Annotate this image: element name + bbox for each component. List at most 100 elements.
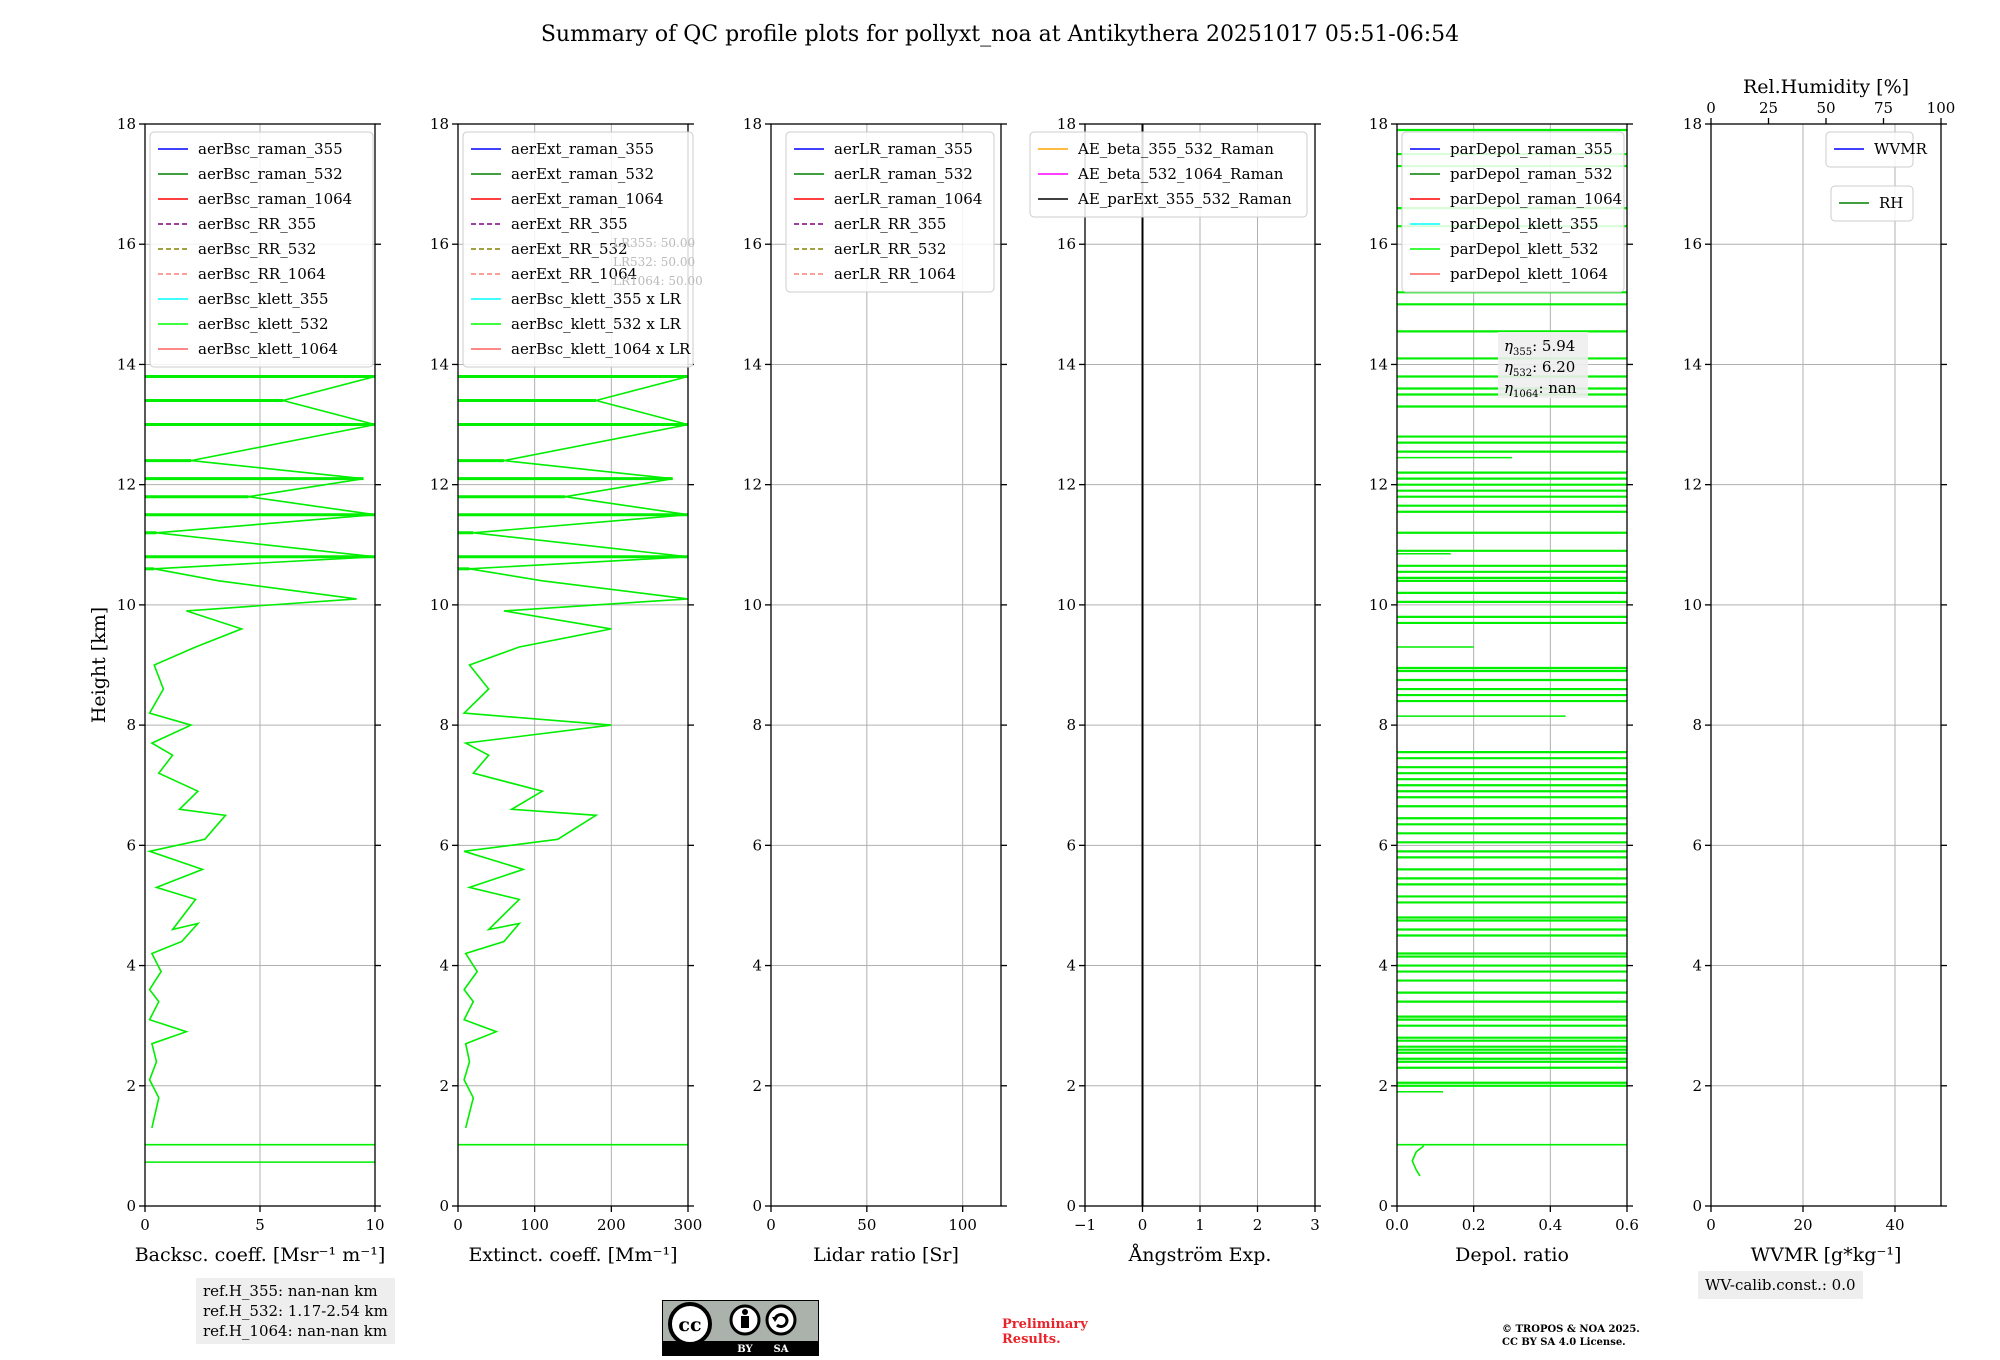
ref-height-355: ref.H_355: nan-nan km [203,1282,378,1300]
y-tick-label: 6 [1066,836,1076,854]
y-tick-label: 8 [1692,716,1702,734]
copyright-note: © TROPOS & NOA 2025. CC BY SA 4.0 Licens… [1502,1323,1640,1349]
legend-label: aerBsc_raman_1064 [198,190,352,208]
panel-bsc: 0 5 10 0 2 4 6 8 10 12 14 16 18 Backsc. coeff. [Msr⁻¹… [88,115,385,1266]
x-tick-label: 5 [255,1216,265,1234]
preliminary-note: Preliminary Results. [1002,1317,1088,1347]
x-tick-label: 0.0 [1385,1216,1409,1234]
legend-label: aerLR_RR_1064 [834,265,956,283]
x-axis-label: Depol. ratio [1455,1244,1569,1266]
legend-label: parDepol_klett_1064 [1450,265,1608,283]
top-x-tick-label: 75 [1874,99,1893,117]
top-x-tick-label: 50 [1816,99,1835,117]
y-tick-label: 14 [117,355,136,373]
y-tick-label: 16 [117,235,136,253]
y-tick-label: 12 [117,476,136,494]
x-tick-label: 100 [948,1216,977,1234]
legend-box [1830,185,1914,222]
ref-height-532: ref.H_532: 1.17-2.54 km [203,1302,388,1320]
y-tick-label: 0 [126,1197,136,1215]
legend-box [1401,131,1625,293]
y-tick-label: 18 [1683,115,1702,133]
x-tick-label: 0 [453,1216,463,1234]
x-tick-label: 0.2 [1462,1216,1486,1234]
y-tick-label: 12 [1369,476,1388,494]
y-tick-label: 2 [439,1077,449,1095]
x-tick-label: 3 [1310,1216,1320,1234]
legend: aerLR_raman_355 aerLR_raman_532 aerLR_rama… [785,131,995,293]
x-tick-label: 1 [1195,1216,1205,1234]
x-tick-label: 300 [674,1216,703,1234]
legend-label: parDepol_raman_532 [1450,165,1613,183]
y-tick-label: 14 [1369,355,1388,373]
reference-heights-box: ref.H_355: nan-nan km ref.H_532: 1.17-2.… [196,1278,395,1344]
legend-label: aerLR_raman_355 [834,140,973,158]
legend-box [785,131,995,293]
y-tick-label: 4 [126,957,136,975]
legend: aerExt_raman_355 aerExt_raman_532 aerExt_r… [462,131,694,368]
legend-label: RH [1879,194,1903,212]
x-tick-label: 100 [520,1216,549,1234]
legend-label: aerBsc_klett_1064 x LR [511,340,691,358]
legend-label: aerLR_raman_532 [834,165,973,183]
y-tick-label: 18 [1057,115,1076,133]
legend-label: aerExt_raman_355 [511,140,654,158]
x-tick-label: 0 [140,1216,150,1234]
y-tick-label: 16 [1369,235,1388,253]
lr-annotation: LR532: 50.00 [613,255,695,269]
y-tick-label: 12 [1683,476,1702,494]
panel-wv: 0 20 40 0 2 4 6 8 10 12 14 16 18 WVMR [g*kg⁻¹] 0 25 50 75… [1683,76,1955,1266]
sa-label: SA [774,1344,789,1355]
copyright-line-2: CC BY SA 4.0 License. [1502,1337,1626,1348]
lr-annotation: LR1064: 50.00 [613,274,703,288]
y-tick-label: 4 [439,957,449,975]
cc-icon [668,1302,712,1346]
axes-frame [457,123,689,1207]
y-tick-label: 18 [743,115,762,133]
y-tick-label: 12 [1057,476,1076,494]
eta-value-532: η532: 6.20 [1504,358,1575,379]
legend-box [1825,131,1914,168]
y-tick-label: 6 [1692,836,1702,854]
y-tick-label: 18 [1369,115,1388,133]
y-tick-label: 10 [117,596,136,614]
y-tick-label: 14 [1057,355,1076,373]
x-tick-label: 10 [365,1216,384,1234]
legend-label: aerBsc_klett_355 [198,290,329,308]
top-x-tick-label: 25 [1759,99,1778,117]
y-tick-label: 10 [430,596,449,614]
axes-frame [770,123,1002,1207]
preliminary-line-1: Preliminary [1002,1317,1088,1332]
x-tick-label: 0 [766,1216,776,1234]
legend-label: WVMR [1874,140,1928,158]
legend-label: aerExt_raman_1064 [511,190,664,208]
y-tick-label: 6 [439,836,449,854]
legend-label: parDepol_raman_355 [1450,140,1613,158]
wv-calib-text: WV-calib.const.: 0.0 [1705,1276,1856,1294]
legend-rh: RH [1830,185,1914,222]
figure-title: Summary of QC profile plots for pollyxt_… [540,22,1460,47]
y-tick-label: 14 [430,355,449,373]
y-tick-label: 8 [1066,716,1076,734]
y-tick-label: 2 [126,1077,136,1095]
panel-lr: 0 50 100 0 2 4 6 8 10 12 14 16 18 Lidar ratio [Sr] aer… [743,115,1007,1266]
legend-label: aerBsc_RR_532 [198,240,316,258]
legend-label: parDepol_raman_1064 [1450,190,1622,208]
panel-depol: 0.0 0.2 0.4 0.6 0 2 4 6 8 10 12 14 16 18 Depol. ratio p… [1369,115,1639,1266]
y-tick-label: 14 [743,355,762,373]
legend-label: aerLR_RR_355 [834,215,946,233]
legend-label: aerBsc_klett_355 x LR [511,290,682,308]
by-label: BY [737,1344,753,1355]
x-tick-label: 40 [1885,1216,1904,1234]
x-tick-label: 20 [1793,1216,1812,1234]
legend-box [149,131,374,368]
legend: parDepol_raman_355 parDepol_raman_532 parD… [1401,131,1625,293]
legend-label: aerLR_raman_1064 [834,190,982,208]
share-alike-icon [765,1304,797,1336]
top-x-tick-label: 100 [1927,99,1956,117]
y-tick-label: 10 [1057,596,1076,614]
x-tick-label: 0 [1706,1216,1716,1234]
